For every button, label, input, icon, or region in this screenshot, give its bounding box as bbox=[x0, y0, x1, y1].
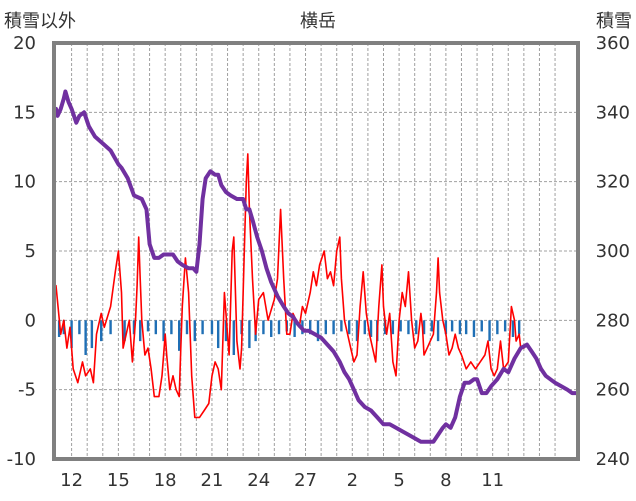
precipitation-bar bbox=[511, 320, 515, 337]
x-tick-label: 18 bbox=[154, 470, 177, 491]
precipitation-bar bbox=[464, 320, 468, 335]
precipitation-bar bbox=[277, 320, 281, 335]
precipitation-bar bbox=[450, 320, 454, 332]
left-tick-label: 10 bbox=[13, 172, 36, 193]
right-tick-label: 340 bbox=[596, 102, 630, 123]
precipitation-bar bbox=[324, 320, 327, 335]
precipitation-bar bbox=[216, 320, 220, 349]
right-tick-label: 280 bbox=[596, 310, 630, 331]
left-tick-label: -5 bbox=[18, 380, 36, 401]
precipitation-bar bbox=[436, 320, 440, 342]
right-tick-label: 240 bbox=[596, 449, 630, 470]
precipitation-bar bbox=[517, 320, 521, 335]
x-axis-ticks: 12 15 18 21 24 27 2 5 8 11 bbox=[60, 470, 504, 491]
precipitation-bar bbox=[232, 320, 235, 355]
left-axis-label: 積雪以外 bbox=[4, 11, 76, 32]
precipitation-bar bbox=[496, 320, 499, 335]
precipitation-bar bbox=[146, 320, 150, 332]
x-tick-label: 12 bbox=[60, 470, 83, 491]
precipitation-bar bbox=[90, 320, 94, 349]
precipitation-bar bbox=[154, 320, 158, 335]
x-tick-label: 15 bbox=[107, 470, 130, 491]
snow-line bbox=[54, 89, 579, 444]
precipitation-bar bbox=[210, 320, 214, 335]
x-tick-label: 11 bbox=[481, 470, 504, 491]
precipitation-bar bbox=[355, 320, 359, 342]
precipitation-bar bbox=[430, 320, 434, 332]
right-tick-label: 360 bbox=[596, 33, 630, 54]
precipitation-bar bbox=[123, 320, 126, 342]
left-tick-label: -10 bbox=[7, 449, 36, 470]
gridlines bbox=[54, 42, 578, 460]
precipitation-bar bbox=[78, 320, 81, 335]
precipitation-bar bbox=[458, 320, 462, 335]
precipitation-bar bbox=[444, 320, 448, 335]
right-tick-label: 320 bbox=[596, 172, 630, 193]
left-tick-label: 0 bbox=[25, 310, 36, 331]
plot-frame bbox=[52, 41, 580, 461]
precipitation-bar bbox=[480, 320, 483, 332]
x-tick-label: 21 bbox=[200, 470, 223, 491]
left-tick-label: 5 bbox=[25, 241, 36, 262]
precipitation-bar bbox=[185, 320, 189, 335]
x-tick-label: 27 bbox=[294, 470, 317, 491]
precipitation-bar bbox=[369, 320, 373, 337]
precipitation-bar bbox=[332, 320, 335, 335]
precipitation-bar bbox=[224, 320, 228, 342]
precipitation-bar bbox=[293, 320, 296, 337]
precipitation-bar bbox=[347, 320, 351, 335]
precipitation-bar bbox=[399, 320, 402, 332]
series-lines bbox=[54, 89, 579, 444]
precipitation-bar bbox=[109, 320, 112, 335]
precipitation-bar bbox=[84, 320, 87, 355]
precipitation-bar bbox=[57, 320, 61, 337]
precipitation-bar bbox=[132, 320, 136, 335]
precipitation-bar bbox=[316, 320, 320, 342]
left-tick-label: 15 bbox=[13, 102, 36, 123]
precipitation-bar bbox=[472, 320, 476, 337]
right-tick-label: 300 bbox=[596, 241, 630, 262]
precipitation-bar bbox=[100, 320, 103, 342]
precipitation-bar bbox=[407, 320, 410, 335]
precipitation-bar bbox=[162, 320, 165, 342]
right-axis-ticks: 360 340 320 300 280 260 240 bbox=[596, 33, 630, 470]
precipitation-bar bbox=[193, 320, 196, 342]
precipitation-bar bbox=[503, 320, 507, 332]
x-tick-label: 8 bbox=[440, 470, 451, 491]
precipitation-bar bbox=[488, 320, 491, 342]
precipitation-bar bbox=[201, 320, 204, 335]
x-tick-label: 5 bbox=[393, 470, 404, 491]
x-tick-label: 2 bbox=[347, 470, 358, 491]
temperature-line bbox=[55, 153, 525, 419]
precipitation-bar bbox=[309, 320, 312, 335]
left-axis-ticks: 20 15 10 5 0 -5 -10 bbox=[7, 33, 36, 470]
right-axis-label: 積雪 bbox=[596, 11, 632, 32]
precipitation-bar bbox=[170, 320, 173, 335]
precipitation-bar bbox=[422, 320, 426, 335]
precipitation-bar bbox=[391, 320, 395, 335]
precipitation-bar bbox=[248, 320, 251, 349]
chart-title: 横岳 bbox=[300, 11, 336, 32]
precipitation-bar bbox=[178, 320, 181, 351]
x-tick-label: 24 bbox=[247, 470, 270, 491]
precipitation-bar bbox=[270, 320, 273, 337]
precipitation-bar bbox=[70, 320, 73, 349]
left-tick-label: 20 bbox=[13, 33, 36, 54]
precipitation-bar bbox=[139, 320, 142, 342]
precipitation-bar bbox=[415, 320, 418, 335]
precipitation-bar bbox=[340, 320, 343, 332]
precipitation-bar bbox=[363, 320, 366, 335]
precipitation-bar bbox=[262, 320, 265, 335]
right-tick-label: 260 bbox=[596, 380, 630, 401]
